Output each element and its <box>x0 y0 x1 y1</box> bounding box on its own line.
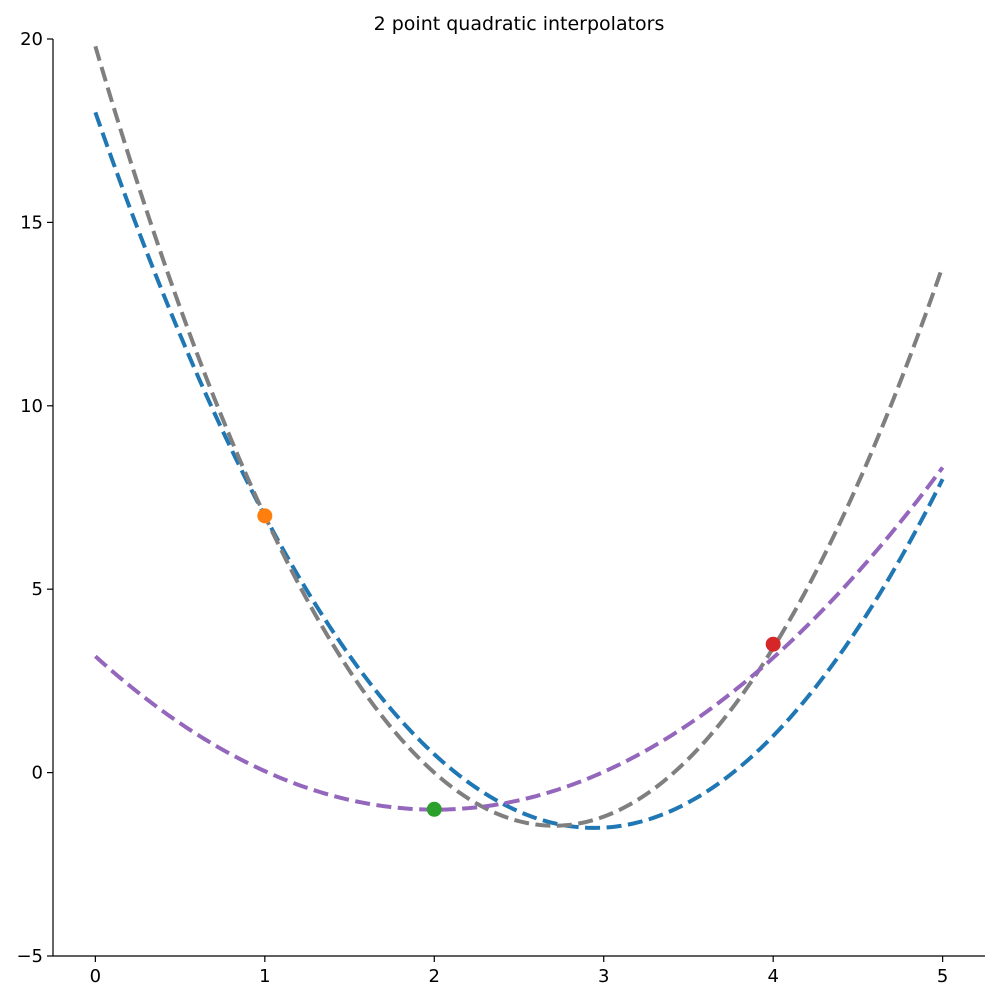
chart-title: 2 point quadratic interpolators <box>374 13 665 35</box>
x-tick-label-0: 0 <box>90 966 101 987</box>
x-tick-label-2: 2 <box>429 966 440 987</box>
x-tick-label-1: 1 <box>259 966 270 987</box>
y-tick-label-4: 15 <box>20 212 43 233</box>
y-tick-label-5: 20 <box>20 29 43 50</box>
x-tick-label-3: 3 <box>598 966 609 987</box>
x-tick-label-5: 5 <box>937 966 948 987</box>
axes-layer: 0 1 2 3 4 5 −5 0 5 10 15 20 <box>16 29 985 987</box>
x-tick-label-4: 4 <box>767 966 778 987</box>
series-line-1 <box>93 111 945 830</box>
y-tick-label-2: 5 <box>32 579 43 600</box>
markers-layer <box>257 508 781 817</box>
data-point-1 <box>257 508 273 524</box>
y-tick-label-3: 10 <box>20 396 43 417</box>
series-line-2 <box>93 45 945 828</box>
curves-layer <box>93 45 945 830</box>
y-tick-label-0: −5 <box>16 946 43 967</box>
data-point-2 <box>426 801 442 817</box>
data-point-3 <box>765 636 781 652</box>
series-line-3 <box>94 466 945 812</box>
y-tick-label-1: 0 <box>32 763 43 784</box>
